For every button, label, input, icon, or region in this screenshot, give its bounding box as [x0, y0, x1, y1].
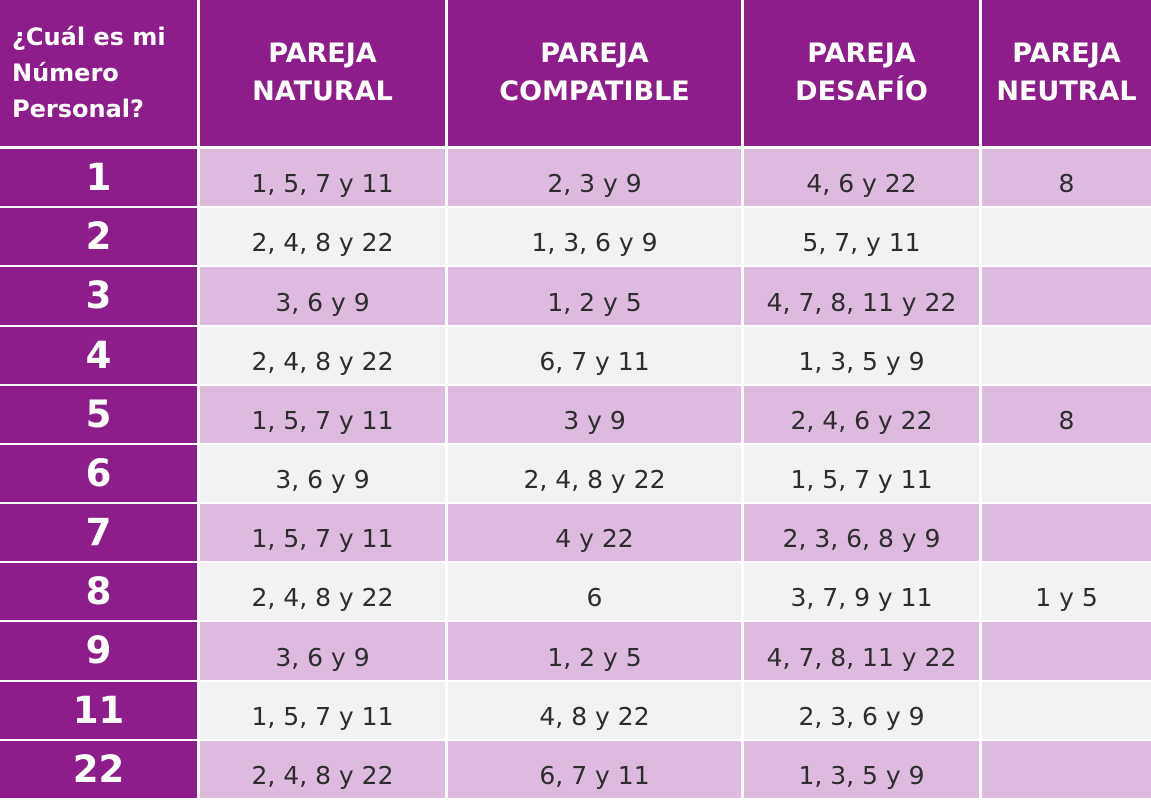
challenge-pair-cell: 1, 5, 7 y 11 [744, 444, 982, 505]
natural-pair-cell: 2, 4, 8 y 22 [200, 740, 448, 800]
challenge-pair-cell: 5, 7, y 11 [744, 208, 982, 268]
natural-pair-cell: 2, 4, 8 y 22 [200, 208, 448, 268]
table-row: 4 2, 4, 8 y 22 6, 7 y 11 1, 3, 5 y 9 [0, 326, 1151, 386]
challenge-pair-cell: 2, 3, 6, 8 y 9 [744, 504, 982, 564]
table-row: 1 1, 5, 7 y 11 2, 3 y 9 4, 6 y 22 8 [0, 149, 1151, 209]
compatible-pair-cell: 1, 2 y 5 [448, 622, 744, 682]
natural-pair-cell: 3, 6 y 9 [200, 267, 448, 327]
personal-number-cell: 9 [0, 622, 200, 682]
compatible-pair-cell: 4 y 22 [448, 504, 744, 564]
personal-number-cell: 1 [0, 149, 200, 209]
neutral-pair-cell: 8 [982, 385, 1151, 445]
header-personal-number: ¿Cuál es mi Número Personal? [0, 0, 200, 149]
header-challenge-pair: PAREJA DESAFÍO [744, 0, 982, 149]
natural-pair-cell: 2, 4, 8 y 22 [200, 326, 448, 386]
table-row: 11 1, 5, 7 y 11 4, 8 y 22 2, 3, 6 y 9 [0, 681, 1151, 741]
neutral-pair-cell [982, 326, 1151, 386]
compatible-pair-cell: 6, 7 y 11 [448, 326, 744, 386]
neutral-pair-cell [982, 622, 1151, 682]
header-natural-pair: PAREJA NATURAL [200, 0, 448, 149]
challenge-pair-cell: 2, 3, 6 y 9 [744, 681, 982, 741]
table-row: 7 1, 5, 7 y 11 4 y 22 2, 3, 6, 8 y 9 [0, 504, 1151, 564]
header-neutral-pair: PAREJA NEUTRAL [982, 0, 1151, 149]
personal-number-cell: 11 [0, 681, 200, 741]
table-row: 8 2, 4, 8 y 22 6 3, 7, 9 y 11 1 y 5 [0, 563, 1151, 623]
table-row: 2 2, 4, 8 y 22 1, 3, 6 y 9 5, 7, y 11 [0, 208, 1151, 268]
neutral-pair-cell [982, 208, 1151, 268]
personal-number-cell: 4 [0, 326, 200, 386]
table-row: 3 3, 6 y 9 1, 2 y 5 4, 7, 8, 11 y 22 [0, 267, 1151, 327]
challenge-pair-cell: 4, 6 y 22 [744, 149, 982, 209]
compatible-pair-cell: 1, 3, 6 y 9 [448, 208, 744, 268]
table-row: 22 2, 4, 8 y 22 6, 7 y 11 1, 3, 5 y 9 [0, 740, 1151, 800]
compatible-pair-cell: 3 y 9 [448, 385, 744, 445]
natural-pair-cell: 3, 6 y 9 [200, 622, 448, 682]
neutral-pair-cell: 8 [982, 149, 1151, 209]
compatible-pair-cell: 2, 3 y 9 [448, 149, 744, 209]
neutral-pair-cell [982, 444, 1151, 505]
personal-number-cell: 7 [0, 504, 200, 564]
challenge-pair-cell: 4, 7, 8, 11 y 22 [744, 622, 982, 682]
neutral-pair-cell: 1 y 5 [982, 563, 1151, 623]
personal-number-cell: 22 [0, 740, 200, 800]
personal-number-cell: 6 [0, 444, 200, 505]
personal-number-cell: 8 [0, 563, 200, 623]
table-row: 5 1, 5, 7 y 11 3 y 9 2, 4, 6 y 22 8 [0, 385, 1151, 445]
personal-number-cell: 5 [0, 385, 200, 445]
personal-number-cell: 2 [0, 208, 200, 268]
compatible-pair-cell: 2, 4, 8 y 22 [448, 444, 744, 505]
table-row: 6 3, 6 y 9 2, 4, 8 y 22 1, 5, 7 y 11 [0, 444, 1151, 505]
neutral-pair-cell [982, 267, 1151, 327]
neutral-pair-cell [982, 504, 1151, 564]
natural-pair-cell: 1, 5, 7 y 11 [200, 149, 448, 209]
header-compatible-pair: PAREJA COMPATIBLE [448, 0, 744, 149]
challenge-pair-cell: 1, 3, 5 y 9 [744, 326, 982, 386]
challenge-pair-cell: 4, 7, 8, 11 y 22 [744, 267, 982, 327]
natural-pair-cell: 3, 6 y 9 [200, 444, 448, 505]
neutral-pair-cell [982, 740, 1151, 800]
table-row: 9 3, 6 y 9 1, 2 y 5 4, 7, 8, 11 y 22 [0, 622, 1151, 682]
personal-number-cell: 3 [0, 267, 200, 327]
natural-pair-cell: 1, 5, 7 y 11 [200, 385, 448, 445]
challenge-pair-cell: 1, 3, 5 y 9 [744, 740, 982, 800]
natural-pair-cell: 1, 5, 7 y 11 [200, 681, 448, 741]
compatible-pair-cell: 6, 7 y 11 [448, 740, 744, 800]
compatible-pair-cell: 6 [448, 563, 744, 623]
neutral-pair-cell [982, 681, 1151, 741]
challenge-pair-cell: 2, 4, 6 y 22 [744, 385, 982, 445]
compatible-pair-cell: 4, 8 y 22 [448, 681, 744, 741]
compatible-pair-cell: 1, 2 y 5 [448, 267, 744, 327]
header-row: ¿Cuál es mi Número Personal? PAREJA NATU… [0, 0, 1151, 149]
natural-pair-cell: 1, 5, 7 y 11 [200, 504, 448, 564]
natural-pair-cell: 2, 4, 8 y 22 [200, 563, 448, 623]
challenge-pair-cell: 3, 7, 9 y 11 [744, 563, 982, 623]
